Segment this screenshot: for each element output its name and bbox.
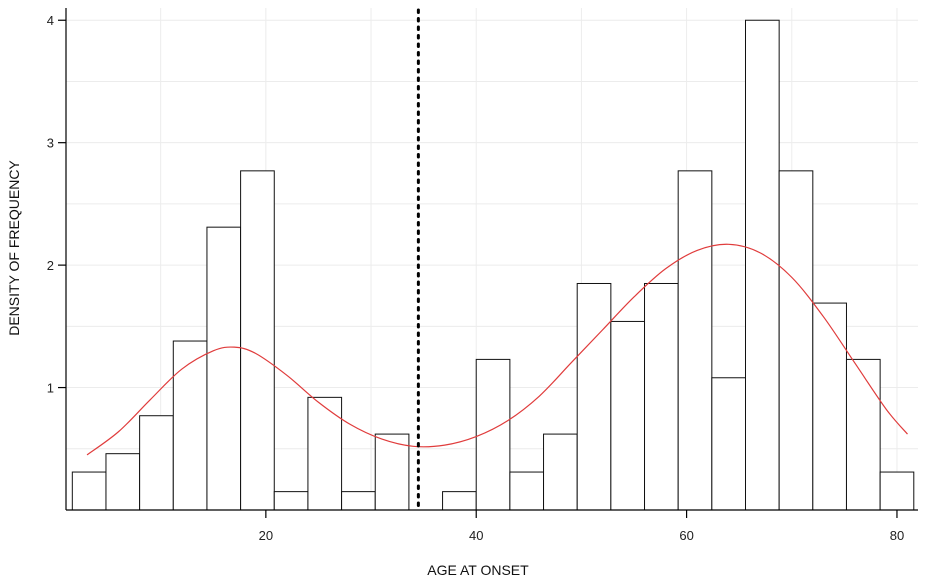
histogram-bar-7 [273, 491, 309, 511]
histogram-bar-23 [845, 358, 881, 511]
density-curve [86, 243, 908, 456]
x-tick-label-20: 20 [259, 528, 273, 543]
y-axis-title: DENSITY OF FREQUENCY [6, 160, 22, 336]
axes: 20 40 60 80 1 2 3 4 [47, 8, 918, 543]
histogram-bar-16 [610, 320, 646, 511]
histogram-bar-8 [307, 396, 343, 511]
x-axis-title: AGE AT ONSET [427, 562, 529, 578]
x-tick-label-80: 80 [890, 528, 904, 543]
histogram-bar-19 [711, 377, 746, 511]
histogram-bar-2 [105, 453, 141, 511]
histogram-bar-11 [442, 491, 477, 511]
histogram-bar-15 [576, 282, 612, 511]
histogram-bar-9 [341, 491, 376, 511]
histogram-bar-14 [543, 433, 578, 511]
histogram-bar-21 [778, 170, 814, 511]
histogram-bar-5 [206, 226, 242, 511]
histogram-bar-20 [744, 19, 780, 511]
histogram-bar-4 [172, 340, 208, 511]
y-tick-label-1: 1 [47, 381, 54, 396]
histogram-bar-1 [71, 471, 107, 511]
x-tick-label-60: 60 [679, 528, 693, 543]
y-tick-label-4: 4 [47, 13, 54, 28]
histogram-bar-24 [879, 471, 915, 511]
histogram-bar-18 [677, 170, 713, 511]
histogram-bar-22 [812, 302, 847, 511]
histogram-bar-17 [644, 282, 679, 511]
y-tick-label-2: 2 [47, 258, 54, 273]
histogram-bar-6 [240, 170, 275, 511]
histogram-bar-10 [374, 433, 410, 511]
y-tick-label-3: 3 [47, 136, 54, 151]
x-tick-label-40: 40 [469, 528, 483, 543]
histogram-bar-13 [509, 471, 545, 511]
histogram-bar-3 [139, 415, 174, 511]
